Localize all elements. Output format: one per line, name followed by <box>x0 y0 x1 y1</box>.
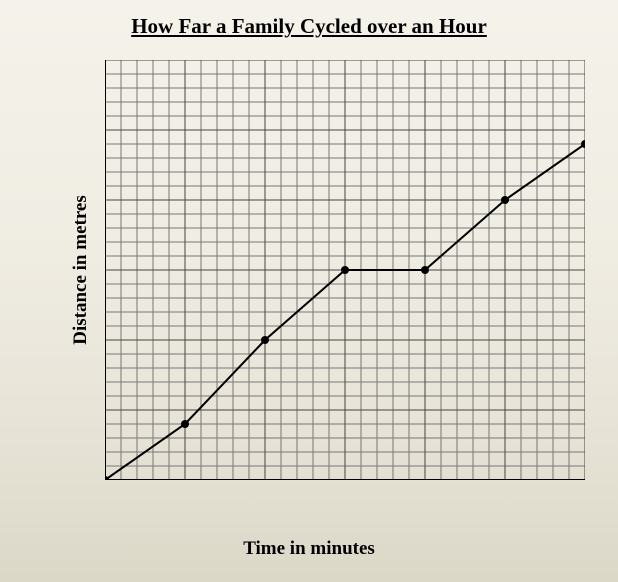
data-point <box>341 266 349 274</box>
data-point <box>421 266 429 274</box>
data-point <box>501 196 509 204</box>
data-point <box>181 420 189 428</box>
data-point <box>261 336 269 344</box>
line-chart: 102030405060 50010001500200025003000 0 <box>105 60 585 480</box>
y-axis-label: Distance in metres <box>70 195 92 345</box>
chart-title: How Far a Family Cycled over an Hour <box>0 14 618 39</box>
x-axis-label: Time in minutes <box>0 538 618 560</box>
